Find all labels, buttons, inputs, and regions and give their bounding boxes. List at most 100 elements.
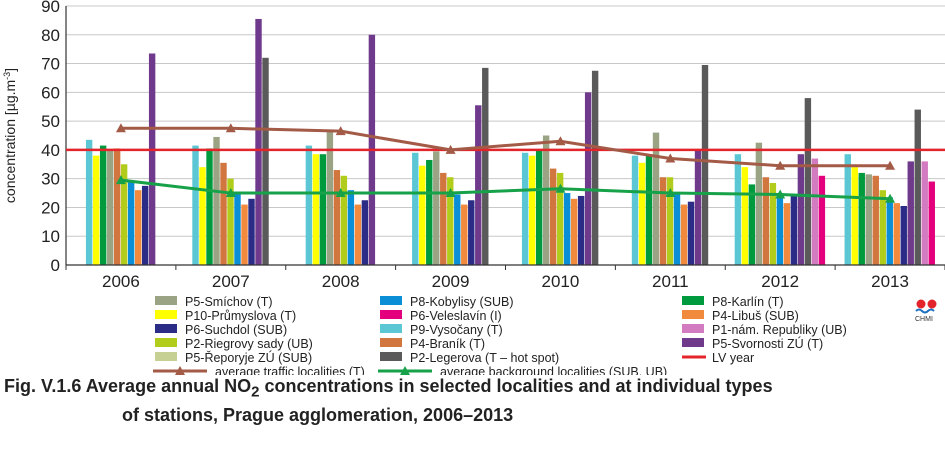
bar [535, 149, 543, 265]
bar [521, 152, 529, 265]
bar [680, 204, 688, 265]
bar [220, 162, 227, 265]
bar [886, 197, 893, 265]
bar [213, 136, 220, 265]
traffic-average-line [120, 126, 891, 168]
line-marker [885, 160, 896, 170]
legend-swatch [155, 338, 177, 347]
legend-swatch [380, 324, 402, 333]
legend-label: P1-nám. Republiky (UB) [712, 323, 847, 337]
line-marker [445, 188, 456, 198]
bar [433, 151, 440, 265]
bar [255, 18, 262, 266]
y-tick-label: 90 [41, 0, 60, 16]
line-marker [885, 193, 896, 203]
legend-label: P2-Riegrovy sady (UB) [185, 337, 313, 351]
bar [361, 200, 369, 265]
y-tick-label: 0 [51, 256, 60, 275]
legend-swatch [380, 310, 402, 319]
bar [865, 174, 872, 265]
legend-swatch [155, 352, 177, 361]
logo-text: CHMI [915, 316, 933, 323]
legend-swatch [380, 338, 402, 347]
bar [542, 135, 550, 265]
bar [127, 181, 135, 265]
bar [305, 145, 313, 265]
legend-label: P9-Vysočany (T) [410, 323, 503, 337]
bar [563, 193, 571, 265]
bar [354, 204, 362, 265]
caption-prefix: Fig. V.1.6 Average annual NO [4, 376, 252, 396]
bar [556, 172, 564, 265]
legend-label: LV year [712, 351, 754, 365]
bar [584, 92, 592, 265]
bar [120, 164, 128, 265]
bar [440, 172, 447, 265]
bar [804, 98, 812, 265]
bar [113, 148, 121, 265]
bar [659, 177, 667, 265]
bar [199, 167, 206, 265]
line-marker [665, 188, 676, 198]
bar [900, 206, 907, 265]
line-marker [775, 160, 786, 170]
bar [673, 193, 681, 265]
line-marker [775, 189, 786, 199]
bar [447, 177, 454, 265]
bar [528, 155, 536, 265]
bar [419, 165, 426, 265]
x-tick-label: 2011 [652, 272, 689, 291]
bar [454, 194, 461, 265]
bar [412, 152, 419, 265]
line-marker [335, 126, 346, 136]
legend-label: P5-Svornosti ZÚ (T) [712, 336, 823, 351]
caption-rest: concentrations in selected localities an… [259, 376, 773, 396]
bar [783, 203, 791, 265]
legend-marker [175, 366, 185, 375]
legend-label: P4-Braník (T) [410, 337, 485, 351]
bar [426, 159, 433, 265]
bar [333, 170, 341, 265]
legend-label: average traffic localities (T) [215, 365, 365, 375]
bar [914, 109, 921, 265]
legend-label: P6-Suchdol (SUB) [185, 323, 287, 337]
bar [755, 142, 763, 265]
bar [858, 172, 865, 265]
bar [468, 200, 475, 265]
caption-line2: of stations, Prague agglomeration, 2006–… [122, 404, 514, 425]
bar [701, 64, 709, 265]
bar [797, 154, 805, 265]
line-marker [445, 144, 456, 154]
bar [762, 177, 770, 265]
chmi-logo-icon [915, 299, 937, 314]
bar [907, 161, 914, 265]
background-average-line [120, 178, 891, 201]
bar [893, 203, 900, 265]
legend-label: average background localities (SUB, UB) [440, 365, 667, 375]
bar [790, 194, 798, 265]
bar [148, 53, 156, 265]
bar [340, 175, 348, 265]
legend-label: P10-Průmyslova (T) [185, 309, 296, 323]
legend-label: P5-Řeporyje ZÚ (SUB) [185, 350, 312, 365]
bar [921, 161, 928, 265]
y-tick-label: 70 [41, 55, 60, 74]
y-tick-label: 30 [41, 170, 60, 189]
legend-swatch [155, 296, 177, 305]
x-tick-label: 2008 [322, 272, 360, 291]
line-marker [225, 123, 236, 133]
legend-swatch [380, 296, 402, 305]
bar [549, 168, 557, 265]
bar [461, 204, 468, 265]
bar [206, 148, 213, 265]
caption-subscript: 2 [251, 383, 260, 401]
line-marker [665, 153, 676, 163]
bar [879, 190, 886, 265]
bar [631, 155, 639, 265]
legend-label: P2-Legerova (T – hot spot) [410, 351, 559, 365]
bar [851, 167, 858, 265]
legend-label: P4-Libuš (SUB) [712, 309, 799, 323]
legend-swatch [682, 296, 704, 305]
bar [769, 182, 777, 265]
bar [262, 57, 269, 265]
